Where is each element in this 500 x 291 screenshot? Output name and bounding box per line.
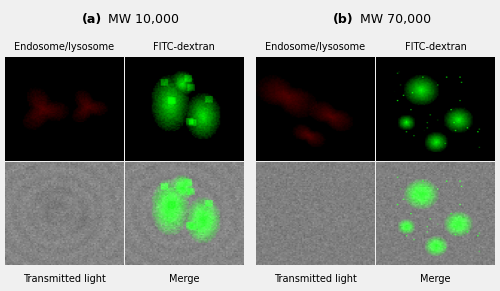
Text: Merge: Merge xyxy=(420,274,451,284)
Text: Transmitted light: Transmitted light xyxy=(23,274,106,284)
Text: (a): (a) xyxy=(82,13,102,26)
Text: MW 70,000: MW 70,000 xyxy=(356,13,430,26)
Text: FITC-dextran: FITC-dextran xyxy=(404,42,466,52)
Text: FITC-dextran: FITC-dextran xyxy=(154,42,216,52)
Text: Transmitted light: Transmitted light xyxy=(274,274,357,284)
Text: (b): (b) xyxy=(332,13,353,26)
Text: Endosome/lysosome: Endosome/lysosome xyxy=(14,42,114,52)
Text: MW 10,000: MW 10,000 xyxy=(104,13,180,26)
Text: Endosome/lysosome: Endosome/lysosome xyxy=(266,42,366,52)
Text: Merge: Merge xyxy=(169,274,200,284)
